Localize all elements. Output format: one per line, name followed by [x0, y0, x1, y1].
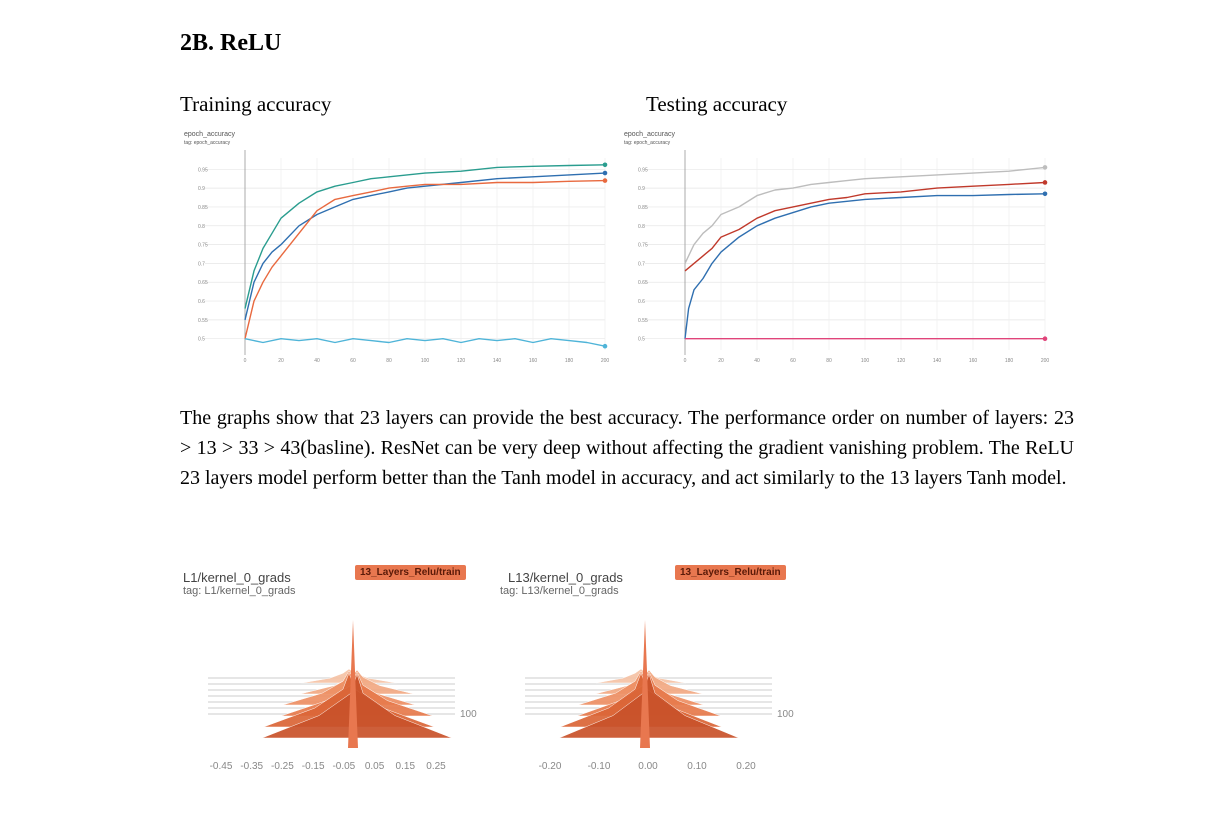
- train-chart-ytick: 0.5: [198, 337, 205, 343]
- test-chart-xtick: 160: [969, 358, 978, 364]
- histogram-l13-tag: tag: L13/kernel_0_grads: [500, 585, 619, 597]
- testing-accuracy-svg: epoch_accuracy tag: epoch_accuracy 0.5 0.55…: [624, 131, 1050, 364]
- train-chart-xtick: 180: [565, 358, 574, 364]
- train-chart-ytick: 0.75: [198, 243, 208, 249]
- hist-l1-xtick: -0.25: [271, 761, 294, 772]
- histogram-l1: L1/kernel_0_grads tag: L1/kernel_0_grads…: [183, 565, 493, 780]
- train-chart-series-1-endpoint: [602, 170, 608, 176]
- test-chart-xtick: 140: [933, 358, 942, 364]
- test-chart-series-2-endpoint: [1042, 191, 1048, 197]
- test-chart-xtick: 60: [790, 358, 796, 364]
- test-chart-xtick: 40: [754, 358, 760, 364]
- train-chart-xtick: 160: [529, 358, 538, 364]
- histogram-l13: L13/kernel_0_grads tag: L13/kernel_0_gra…: [500, 565, 810, 780]
- test-chart-ytick: 0.75: [638, 243, 648, 249]
- train-chart-series-2: [244, 179, 606, 339]
- test-chart-series-3-endpoint: [1042, 336, 1048, 342]
- hist-l13-xtick: -0.10: [588, 761, 611, 772]
- hist-l1-step-label: 100: [460, 709, 477, 720]
- train-chart-ytick: 0.7: [198, 261, 205, 267]
- train-chart-ytick: 0.55: [198, 318, 208, 324]
- test-chart-ytick: 0.65: [638, 280, 648, 286]
- hist-l13-ridge: [558, 673, 740, 739]
- training-accuracy-caption: Training accuracy: [180, 92, 332, 116]
- hist-l13-xtick: 0.10: [687, 761, 707, 772]
- train-chart-ytick: 0.95: [198, 167, 208, 173]
- test-chart-ytick: 0.5: [638, 337, 645, 343]
- test-chart-series-0: [684, 166, 1046, 264]
- test-chart-xtick: 20: [718, 358, 724, 364]
- test-chart-ytick: 0.6: [638, 299, 645, 305]
- test-chart-ytick: 0.95: [638, 167, 648, 173]
- train-chart-subtitle: tag: epoch_accuracy: [184, 140, 231, 146]
- test-chart-ytick: 0.55: [638, 318, 648, 324]
- hist-l1-xtick: 0.25: [426, 761, 446, 772]
- test-chart-series-1-endpoint: [1042, 180, 1048, 185]
- train-chart-series-0: [244, 164, 606, 309]
- train-chart-xtick: 120: [457, 358, 466, 364]
- train-chart-title: epoch_accuracy: [184, 131, 235, 138]
- test-chart-xtick: 200: [1041, 358, 1050, 364]
- hist-l13-peak: [640, 620, 650, 748]
- hist-l1-xtick: -0.15: [302, 761, 325, 772]
- test-chart-series-0-endpoint: [1042, 165, 1048, 170]
- histogram-l13-svg: 100 -0.20 -0.10 0.00 0.10 0.20: [525, 620, 794, 772]
- train-chart-xtick: 140: [493, 358, 502, 364]
- train-chart-ytick: 0.6: [198, 299, 205, 305]
- hist-l1-xtick: -0.05: [332, 761, 355, 772]
- train-chart-xtick: 80: [386, 358, 392, 364]
- train-chart-ytick: 0.85: [198, 205, 208, 211]
- train-chart-ytick: 0.65: [198, 280, 208, 286]
- hist-l13-xtick: -0.20: [539, 761, 562, 772]
- train-chart-series-3: [244, 337, 606, 347]
- hist-l13-xtick: 0.00: [638, 761, 658, 772]
- test-chart-xtick: 180: [1005, 358, 1014, 364]
- train-chart-xtick: 40: [314, 358, 320, 364]
- testing-accuracy-chart: epoch_accuracy tag: epoch_accuracy 0.5 0.55…: [620, 128, 1050, 368]
- hist-l1-xtick: -0.35: [240, 761, 263, 772]
- analysis-paragraph: The graphs show that 23 layers can provi…: [180, 407, 1074, 489]
- histogram-l13-title: L13/kernel_0_grads: [508, 570, 623, 585]
- histogram-l13-badge: 13_Layers_Relu/train: [675, 565, 786, 580]
- hist-l13-step-label: 100: [777, 709, 794, 720]
- test-chart-xtick: 0: [684, 358, 687, 364]
- histogram-l1-tag: tag: L1/kernel_0_grads: [183, 585, 296, 597]
- hist-l1-xtick: -0.45: [210, 761, 233, 772]
- test-chart-ytick: 0.9: [638, 186, 645, 192]
- test-chart-title: epoch_accuracy: [624, 131, 675, 138]
- test-chart-ytick: 0.8: [638, 224, 645, 230]
- hist-l1-xtick: 0.05: [365, 761, 385, 772]
- testing-accuracy-caption: Testing accuracy: [646, 92, 788, 116]
- test-chart-series-1: [684, 181, 1046, 272]
- test-chart-ytick: 0.85: [638, 205, 648, 211]
- histogram-l1-svg: 100 -0.45 -0.35 -0.25 -0.15 -0.05 0.05 0.15 0.25: [208, 620, 477, 772]
- test-chart-xtick: 120: [897, 358, 906, 364]
- histogram-l1-badge: 13_Layers_Relu/train: [355, 565, 466, 580]
- train-chart-series-2-endpoint: [602, 178, 608, 183]
- test-chart-subtitle: tag: epoch_accuracy: [624, 140, 671, 146]
- train-chart-ytick: 0.8: [198, 224, 205, 230]
- histogram-l1-title: L1/kernel_0_grads: [183, 570, 291, 585]
- training-accuracy-svg: epoch_accuracy tag: epoch_accuracy 0.5 0.55…: [184, 131, 610, 364]
- page-heading: 2B. ReLU: [180, 30, 282, 56]
- test-chart-ytick: 0.7: [638, 261, 645, 267]
- hist-l1-peak: [348, 620, 358, 748]
- train-chart-series-1: [244, 172, 606, 321]
- train-chart-xtick: 60: [350, 358, 356, 364]
- hist-l1-ridge: [261, 673, 453, 739]
- test-chart-xtick: 100: [861, 358, 870, 364]
- train-chart-series-3-endpoint: [602, 343, 608, 349]
- test-chart-series-2: [684, 193, 1046, 339]
- training-accuracy-chart: epoch_accuracy tag: epoch_accuracy 0.5 0.55…: [180, 128, 610, 368]
- train-chart-xtick: 200: [601, 358, 610, 364]
- hist-l1-xtick: 0.15: [396, 761, 416, 772]
- train-chart-series-0-endpoint: [602, 162, 608, 168]
- train-chart-xtick: 0: [244, 358, 247, 364]
- test-chart-xtick: 80: [826, 358, 832, 364]
- train-chart-xtick: 20: [278, 358, 284, 364]
- hist-l13-xtick: 0.20: [736, 761, 756, 772]
- train-chart-xtick: 100: [421, 358, 430, 364]
- train-chart-ytick: 0.9: [198, 186, 205, 192]
